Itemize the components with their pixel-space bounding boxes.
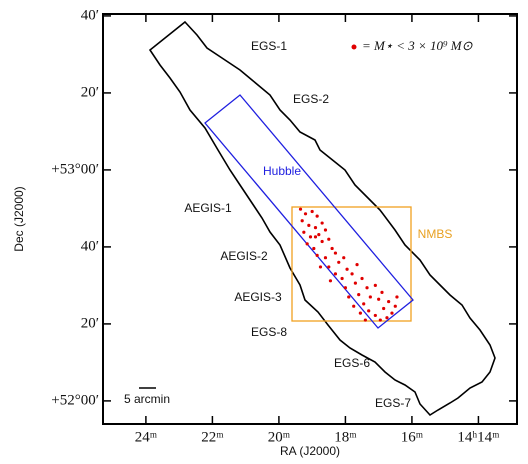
annotation: 5 arcmin	[124, 392, 170, 406]
point	[333, 251, 338, 255]
x-tick-label: 14ʰ14ᵐ	[457, 429, 500, 445]
point	[353, 281, 357, 285]
point	[343, 286, 348, 290]
x-axis-title: RA (J2000)	[280, 444, 340, 458]
point	[303, 212, 308, 216]
annotation: AEGIS-1	[184, 201, 232, 215]
point	[298, 207, 303, 211]
point	[327, 265, 331, 269]
point	[310, 209, 314, 214]
annotation: EGS-2	[293, 92, 329, 106]
point	[313, 226, 318, 230]
point	[315, 214, 319, 218]
x-tick-label: 24ᵐ	[135, 429, 158, 445]
point	[308, 235, 313, 239]
x-tick-label: 16ᵐ	[401, 429, 424, 445]
point	[347, 295, 351, 299]
x-tick-label: 22ᵐ	[201, 429, 224, 445]
point	[352, 304, 356, 308]
survey-outline	[148, 20, 496, 417]
point	[328, 279, 333, 283]
annotation: AEGIS-3	[234, 290, 282, 304]
point	[305, 242, 309, 246]
point	[390, 311, 394, 315]
point	[373, 283, 377, 288]
nmbs-field	[291, 206, 412, 322]
annotation: AEGIS-2	[220, 249, 268, 263]
point	[358, 311, 362, 315]
annotation: EGS-6	[334, 356, 370, 370]
point	[312, 246, 316, 251]
point	[393, 304, 397, 308]
annotation: Hubble	[263, 164, 301, 178]
hubble-field	[204, 94, 414, 329]
point	[327, 237, 331, 241]
y-tick-label: 40′	[81, 7, 99, 23]
point	[340, 276, 344, 281]
point	[368, 295, 372, 299]
point	[380, 290, 384, 294]
point	[373, 313, 377, 318]
y-tick-label: +53°00′	[51, 161, 99, 177]
point	[382, 306, 386, 311]
point	[350, 272, 354, 276]
point	[313, 235, 318, 239]
point	[395, 295, 399, 299]
point	[378, 318, 382, 322]
plot-frame	[102, 13, 518, 425]
point	[317, 232, 321, 237]
annotation: EGS-1	[251, 39, 287, 53]
point	[355, 263, 359, 267]
point	[342, 256, 346, 260]
y-tick-label: 20′	[81, 84, 99, 100]
point	[300, 219, 304, 223]
point	[318, 265, 323, 269]
point	[367, 309, 371, 313]
x-tick-label: 20ᵐ	[268, 429, 291, 445]
y-axis-title: Dec (J2000)	[12, 186, 26, 251]
point	[337, 260, 341, 264]
point	[320, 221, 324, 225]
point	[363, 318, 367, 322]
point	[362, 302, 366, 306]
x-tick-label: 18ᵐ	[334, 429, 357, 445]
point	[385, 316, 389, 320]
point	[360, 276, 364, 281]
point	[323, 256, 328, 260]
point	[315, 253, 319, 257]
point	[330, 246, 334, 251]
annotation: EGS-7	[375, 396, 411, 410]
legend-marker	[351, 44, 357, 50]
legend-label: = M⋆ < 3 × 10⁹ M⊙	[362, 38, 473, 53]
point	[333, 272, 338, 276]
y-tick-label: 20′	[81, 315, 99, 331]
point	[345, 267, 349, 271]
point	[302, 230, 306, 234]
point	[323, 228, 328, 232]
point	[365, 286, 369, 290]
point	[307, 223, 311, 227]
y-tick-label: +52°00′	[51, 392, 99, 408]
point	[377, 297, 381, 301]
point	[320, 239, 324, 244]
annotation: EGS-8	[251, 325, 287, 339]
point	[387, 299, 391, 304]
point	[357, 293, 361, 297]
annotation: NMBS	[418, 227, 453, 241]
y-tick-label: 40′	[81, 238, 99, 254]
